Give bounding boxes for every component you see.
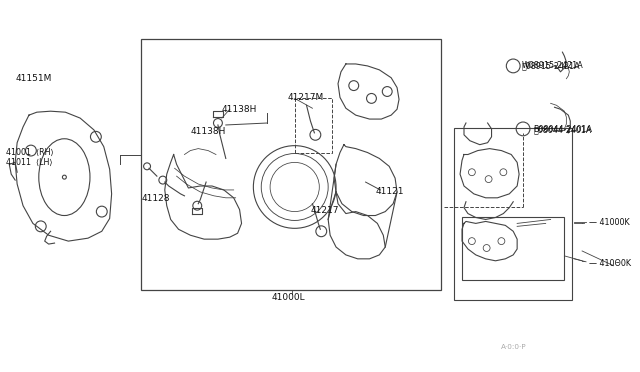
Bar (454, 128, 572, 300)
Text: 41138H: 41138H (190, 127, 226, 137)
Bar (294, 99, 332, 153)
Text: A·0:0·P: A·0:0·P (501, 344, 527, 350)
Text: W08915-2421A: W08915-2421A (522, 61, 584, 70)
Text: 41217M: 41217M (288, 93, 324, 102)
Text: 08915-2421A: 08915-2421A (522, 61, 580, 70)
Text: 41128: 41128 (141, 194, 170, 203)
Text: B08044-2401A: B08044-2401A (533, 125, 592, 134)
Bar (462, 217, 564, 280)
Text: 41121: 41121 (376, 187, 404, 196)
Text: 41151M: 41151M (15, 74, 52, 83)
Text: 41138H: 41138H (222, 105, 257, 114)
Text: 41001  ⟨RH⟩: 41001 ⟨RH⟩ (6, 148, 54, 157)
Text: 41217: 41217 (310, 206, 339, 215)
Bar (141, 39, 442, 290)
Text: 08044-2401A: 08044-2401A (534, 125, 592, 134)
Text: 41011  ⟨LH⟩: 41011 ⟨LH⟩ (6, 158, 53, 167)
Text: 41000L: 41000L (272, 293, 306, 302)
Text: — 41000K: — 41000K (589, 218, 630, 227)
Text: — 410Θ0K: — 410Θ0K (589, 259, 631, 268)
